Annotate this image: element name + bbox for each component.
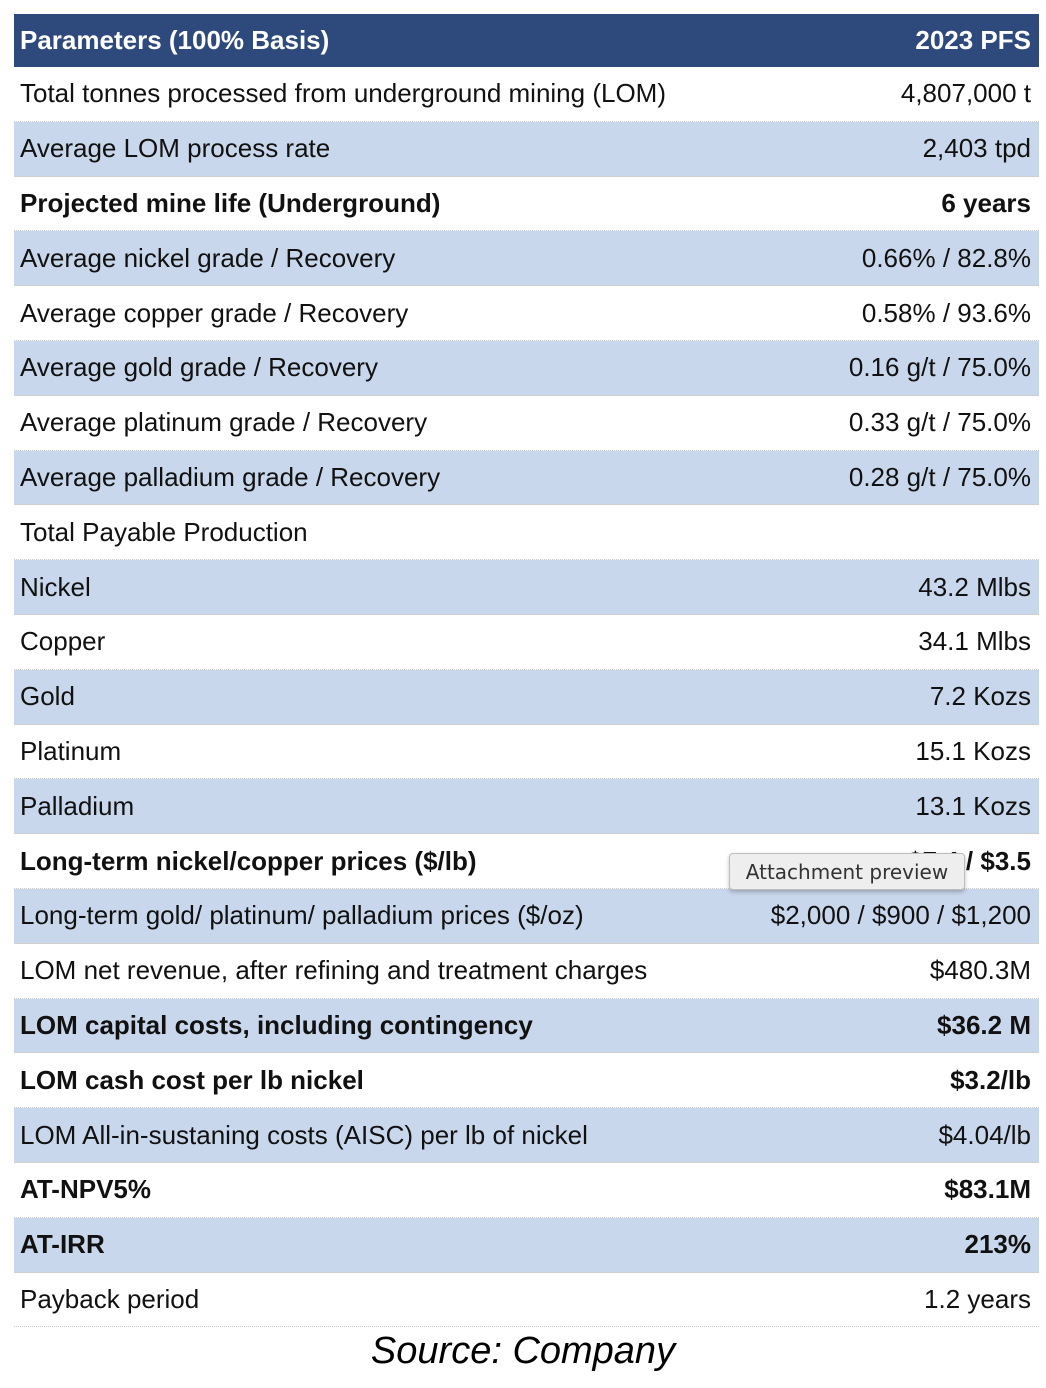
- table-row: LOM capital costs, including contingency…: [14, 998, 1039, 1054]
- table-row: LOM All-in-sustaning costs (AISC) per lb…: [14, 1108, 1039, 1163]
- row-label: AT-NPV5%: [20, 1174, 151, 1205]
- row-value: $480.3M: [929, 955, 1031, 986]
- row-label: Total tonnes processed from underground …: [20, 78, 666, 109]
- row-label: Copper: [20, 626, 106, 657]
- table-row: Projected mine life (Underground) 6 year…: [14, 177, 1039, 232]
- row-value: 0.16 g/t / 75.0%: [848, 352, 1031, 383]
- row-value: 7.2 Kozs: [929, 681, 1031, 712]
- table-row: Gold 7.2 Kozs: [14, 669, 1039, 725]
- table-row: Total tonnes processed from underground …: [14, 67, 1039, 122]
- table-row: LOM cash cost per lb nickel $3.2/lb: [14, 1053, 1039, 1109]
- table-row: LOM net revenue, after refining and trea…: [14, 944, 1039, 999]
- row-value: 213%: [964, 1229, 1032, 1260]
- table-row: Nickel 43.2 Mlbs: [14, 560, 1039, 615]
- table-row: Average gold grade / Recovery 0.16 g/t /…: [14, 340, 1039, 396]
- row-label: Platinum: [20, 735, 122, 766]
- table-row: AT-NPV5% $83.1M: [14, 1163, 1039, 1218]
- table-row: Average nickel grade / Recovery 0.66% / …: [14, 231, 1039, 287]
- row-value: $3.2/lb: [950, 1064, 1031, 1095]
- row-label: Average platinum grade / Recovery: [20, 407, 428, 438]
- row-label: Nickel: [20, 571, 91, 602]
- table-row: Platinum 15.1 Kozs: [14, 725, 1039, 780]
- table-row: Average palladium grade / Recovery 0.28 …: [14, 450, 1039, 506]
- row-label: Long-term gold/ platinum/ palladium pric…: [20, 900, 584, 931]
- row-value: 6 years: [941, 187, 1031, 218]
- row-label: LOM capital costs, including contingency: [20, 1009, 533, 1040]
- row-label: Long-term nickel/copper prices ($/lb): [20, 845, 477, 876]
- table-row: Payback period 1.2 years: [14, 1273, 1039, 1328]
- table-row: Copper 34.1 Mlbs: [14, 615, 1039, 670]
- row-label: Average LOM process rate: [20, 133, 331, 164]
- row-value: 0.66% / 82.8%: [861, 242, 1031, 273]
- row-label: Average copper grade / Recovery: [20, 297, 409, 328]
- row-value: $4.04/lb: [938, 1119, 1031, 1150]
- row-value: $83.1M: [944, 1174, 1031, 1205]
- row-label: Average gold grade / Recovery: [20, 352, 378, 383]
- row-label: Gold: [20, 681, 75, 712]
- row-label: Total Payable Production: [20, 516, 308, 547]
- row-value: 13.1 Kozs: [915, 790, 1031, 821]
- row-value: $2,000 / $900 / $1,200: [770, 900, 1031, 931]
- row-label: LOM net revenue, after refining and trea…: [20, 955, 648, 986]
- row-label: Projected mine life (Underground): [20, 187, 441, 218]
- table-header: Parameters (100% Basis) 2023 PFS: [14, 14, 1039, 67]
- row-value: 34.1 Mlbs: [918, 626, 1031, 657]
- row-value: 15.1 Kozs: [915, 735, 1031, 766]
- source-caption: Source: Company: [370, 1330, 676, 1372]
- table-row: Total Payable Production: [14, 505, 1039, 561]
- table-row: AT-IRR 213%: [14, 1217, 1039, 1273]
- table-row: Average platinum grade / Recovery 0.33 g…: [14, 396, 1039, 451]
- row-label: Palladium: [20, 790, 135, 821]
- row-value: 43.2 Mlbs: [918, 571, 1031, 602]
- attachment-preview-tooltip: Attachment preview: [729, 853, 965, 890]
- row-label: LOM All-in-sustaning costs (AISC) per lb…: [20, 1119, 588, 1150]
- row-label: Average palladium grade / Recovery: [20, 461, 441, 492]
- row-label: LOM cash cost per lb nickel: [20, 1064, 364, 1095]
- row-label: Payback period: [20, 1283, 200, 1314]
- table-row: Palladium 13.1 Kozs: [14, 779, 1039, 835]
- row-value: 0.28 g/t / 75.0%: [848, 461, 1031, 492]
- row-label: AT-IRR: [20, 1229, 105, 1260]
- table-row: Long-term nickel/copper prices ($/lb) $7…: [14, 834, 1039, 889]
- header-value: 2023 PFS: [915, 25, 1031, 55]
- header-label: Parameters (100% Basis): [20, 25, 330, 55]
- parameters-table: Parameters (100% Basis) 2023 PFS Total t…: [14, 14, 1039, 1328]
- table-row: Long-term gold/ platinum/ palladium pric…: [14, 888, 1039, 944]
- row-label: Average nickel grade / Recovery: [20, 242, 396, 273]
- table-row: Average copper grade / Recovery 0.58% / …: [14, 286, 1039, 341]
- table-row: Average LOM process rate 2,403 tpd: [14, 121, 1039, 177]
- row-value: 4,807,000 t: [900, 78, 1031, 109]
- row-value: 1.2 years: [924, 1283, 1031, 1314]
- row-value: $36.2 M: [937, 1009, 1031, 1040]
- row-value: 0.33 g/t / 75.0%: [848, 407, 1031, 438]
- row-value: 0.58% / 93.6%: [861, 297, 1031, 328]
- row-value: 2,403 tpd: [922, 133, 1031, 164]
